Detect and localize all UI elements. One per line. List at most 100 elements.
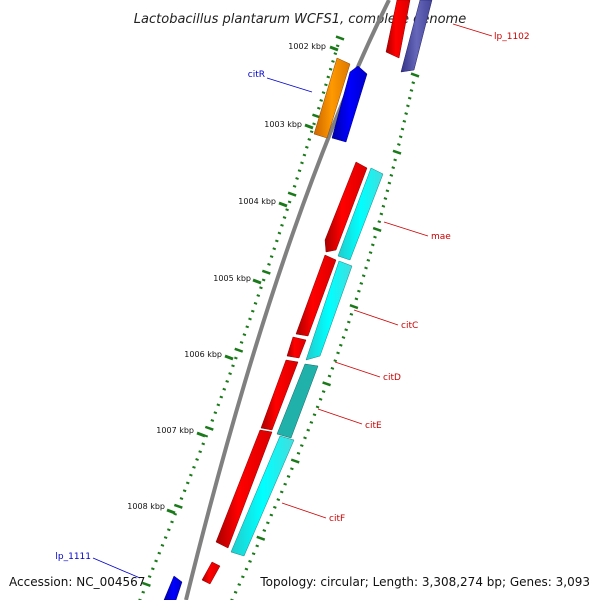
gene-citD-teal[interactable] bbox=[276, 363, 319, 439]
tick-mark bbox=[296, 451, 301, 455]
tick-mark bbox=[406, 104, 410, 108]
tick-mark bbox=[163, 536, 168, 540]
tick-mark bbox=[201, 442, 206, 446]
kbp-tick bbox=[329, 45, 339, 52]
kbp-tick bbox=[278, 201, 288, 208]
gene-red-small[interactable] bbox=[286, 336, 307, 359]
tick-mark bbox=[370, 243, 375, 247]
tick-mark bbox=[234, 356, 238, 360]
gene-citD-red[interactable] bbox=[260, 359, 299, 431]
tick-mark bbox=[182, 489, 187, 493]
tick-mark bbox=[379, 212, 384, 216]
gene-red-top[interactable] bbox=[385, 0, 411, 59]
tick-mark bbox=[256, 294, 261, 298]
tick-mark bbox=[295, 177, 299, 180]
kbp-label: 1003 kbp bbox=[264, 120, 302, 129]
tick-mark bbox=[335, 44, 340, 48]
tick-mark bbox=[248, 317, 252, 321]
gene-red-bottom[interactable] bbox=[201, 561, 221, 585]
gene-cyan-1[interactable] bbox=[337, 167, 384, 261]
tick-mark bbox=[338, 343, 343, 347]
tick-mark bbox=[275, 239, 279, 243]
tick-mark bbox=[234, 347, 244, 353]
gene-lp-1111[interactable] bbox=[163, 575, 183, 600]
tick-mark bbox=[409, 88, 414, 92]
gene-lp-1102[interactable] bbox=[400, 0, 433, 73]
tick-mark bbox=[280, 223, 284, 227]
tick-mark bbox=[366, 258, 371, 262]
gene-citR-orange[interactable] bbox=[313, 57, 351, 139]
gene-citR-blue[interactable] bbox=[331, 65, 368, 143]
label-citF: citF bbox=[329, 514, 345, 524]
topology-text: Topology: circular; Length: 3,308,274 bp… bbox=[259, 575, 590, 589]
tick-mark bbox=[239, 340, 244, 344]
gene-citC-cyan[interactable] bbox=[305, 260, 353, 361]
kbp-tick bbox=[166, 508, 176, 515]
tick-mark bbox=[364, 266, 368, 270]
tick-mark bbox=[251, 552, 256, 556]
tick-mark bbox=[400, 127, 405, 131]
tick-mark bbox=[397, 143, 401, 146]
gene-mae-red[interactable] bbox=[324, 161, 368, 253]
tick-mark bbox=[357, 289, 361, 293]
tick-mark bbox=[411, 81, 416, 85]
tick-mark bbox=[287, 200, 292, 204]
tick-mark bbox=[319, 98, 324, 102]
genome-backbone bbox=[184, 0, 391, 600]
tick-mark bbox=[204, 425, 214, 431]
tick-mark bbox=[283, 482, 287, 486]
tick-mark bbox=[272, 505, 277, 509]
tick-mark bbox=[157, 551, 162, 555]
tick-mark bbox=[195, 458, 199, 461]
tick-mark bbox=[279, 490, 284, 494]
kbp-label: 1007 kbp bbox=[156, 426, 194, 435]
tick-mark bbox=[237, 583, 242, 587]
tick-mark bbox=[253, 301, 258, 305]
kbp-label: 1005 kbp bbox=[213, 274, 251, 283]
tick-mark bbox=[170, 520, 174, 524]
tick-mark bbox=[185, 481, 190, 485]
tick-mark bbox=[392, 149, 402, 155]
tick-mark bbox=[402, 119, 407, 123]
tick-mark bbox=[336, 351, 340, 355]
gene-citF-cyan[interactable] bbox=[230, 435, 295, 557]
label-citR: citR bbox=[248, 70, 265, 80]
tick-mark bbox=[160, 543, 165, 547]
tick-mark bbox=[290, 458, 300, 464]
tick-mark bbox=[287, 191, 297, 197]
tick-mark bbox=[142, 581, 151, 587]
tick-mark bbox=[316, 106, 321, 110]
tick-mark bbox=[282, 216, 287, 219]
tick-mark bbox=[290, 467, 294, 471]
tick-mark bbox=[349, 304, 359, 310]
label-mae: mae bbox=[431, 232, 451, 242]
tick-mark bbox=[179, 497, 184, 500]
tick-mark bbox=[147, 575, 152, 579]
kbp-tick bbox=[304, 123, 314, 130]
tick-mark bbox=[324, 83, 328, 87]
tick-mark bbox=[198, 450, 202, 454]
tick-mark bbox=[383, 197, 388, 200]
tick-mark bbox=[302, 153, 307, 157]
tick-mark bbox=[166, 528, 171, 532]
tick-mark bbox=[361, 274, 366, 278]
tick-mark bbox=[269, 255, 274, 259]
tick-mark bbox=[303, 436, 307, 440]
tick-mark bbox=[299, 444, 304, 448]
tick-mark bbox=[312, 413, 317, 417]
tick-mark bbox=[248, 559, 252, 563]
tick-mark bbox=[322, 381, 332, 387]
tick-mark bbox=[255, 544, 260, 548]
tick-mark bbox=[292, 184, 297, 188]
tick-mark bbox=[231, 364, 235, 368]
gene-citC-red[interactable] bbox=[295, 254, 337, 337]
tick-mark bbox=[216, 403, 221, 407]
tick-mark bbox=[262, 529, 267, 532]
tick-mark bbox=[346, 320, 351, 324]
gene-citE-red[interactable] bbox=[215, 429, 273, 549]
label-citD: citD bbox=[383, 373, 401, 383]
tick-mark bbox=[389, 173, 394, 177]
tick-mark bbox=[213, 411, 218, 415]
tick-mark bbox=[189, 473, 193, 477]
gene-labels: lp_1102 citR mae citC citD citE citF lp_… bbox=[55, 23, 530, 579]
